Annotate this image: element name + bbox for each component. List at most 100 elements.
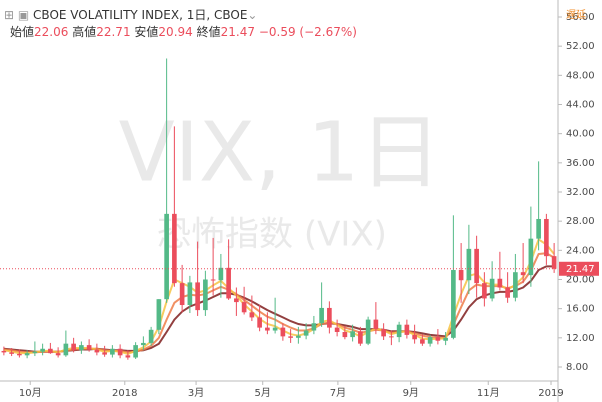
candle-body (48, 348, 53, 354)
candle-body (381, 329, 386, 337)
candle-body (148, 329, 154, 343)
symbol[interactable]: CBOE VOLATILITY INDEX, 1日, CBOE (33, 8, 248, 22)
y-tick-label: 44.00 (566, 99, 595, 110)
candle-body (435, 337, 441, 341)
candle-body (458, 270, 464, 281)
last-price-box (559, 261, 599, 276)
candle-body (412, 334, 417, 340)
candle-body (296, 335, 301, 338)
candle-body (63, 343, 69, 356)
candle-body (280, 327, 286, 337)
y-tick-label: 52.00 (566, 41, 595, 52)
moving-average (3, 265, 555, 353)
candle-body (489, 278, 495, 299)
y-tick-label: 36.00 (566, 158, 595, 169)
candle-body (520, 272, 526, 276)
y-tick-label: 24.00 (566, 245, 595, 256)
candle-body (249, 312, 255, 318)
candle-body (125, 355, 131, 358)
candle-body (9, 352, 14, 354)
candle-body (466, 248, 472, 281)
candle-body (451, 270, 456, 338)
y-tick-label: 12.00 (566, 333, 595, 344)
change: −0.59 (−2.67%) (258, 25, 357, 39)
candle-body (536, 218, 541, 239)
ohlc-label: 安値 (134, 25, 159, 39)
candle-body (218, 267, 224, 281)
candle-body (396, 324, 402, 338)
x-tick-label: 7月 (330, 387, 346, 399)
candle-body (365, 319, 371, 344)
watermark-sub: 恐怖指数 (VIX) (157, 215, 387, 255)
candle-body (110, 348, 115, 355)
ohlc-label: 始値 (10, 25, 35, 39)
y-tick-label: 40.00 (566, 129, 595, 140)
candle-body (156, 299, 162, 330)
candle-body (528, 238, 534, 276)
candle-body (272, 327, 278, 331)
ohlc: 始値22.06 高値22.71 安値20.94 終値21.47 −0.59 (−… (10, 23, 357, 40)
candle-body (117, 348, 123, 356)
candle-body (482, 283, 487, 299)
candle-body (551, 256, 557, 269)
ohlc-value: 20.94 (158, 25, 193, 39)
header-line: ⊞ ▣ CBOE VOLATILITY INDEX, 1日, CBOE⌄ (4, 6, 257, 23)
candle-body (86, 345, 92, 350)
y-tick-label: 16.00 (566, 304, 595, 315)
candle-body (389, 336, 394, 338)
ohlc-label: 終値 (196, 25, 221, 39)
candle-body (195, 282, 200, 311)
candle-body (342, 331, 348, 338)
candle-body (265, 327, 270, 331)
ohlc-value: 21.47 (220, 25, 255, 39)
candle-body (210, 279, 216, 281)
last-price-label: 21.47 (566, 264, 595, 275)
candle-body (187, 282, 193, 306)
candle-body (497, 278, 503, 288)
candle-body (427, 337, 433, 344)
candle-body (172, 213, 177, 284)
candle-body (373, 319, 379, 330)
y-tick-label: 56.00 (566, 12, 595, 23)
moving-average (3, 237, 555, 355)
candle-body (24, 353, 30, 356)
candle-body (420, 339, 425, 344)
ohlc-value: 22.71 (96, 25, 131, 39)
candle-body (288, 336, 293, 338)
candle-body (17, 353, 22, 356)
candle-body (179, 283, 185, 306)
moving-average (3, 252, 555, 354)
icons[interactable]: ⊞ ▣ (4, 8, 30, 22)
ohlc-label: 高値 (72, 25, 97, 39)
watermark: VIX, 1日 (119, 105, 442, 200)
candle-body (544, 218, 549, 257)
candle-body (164, 213, 169, 300)
x-tick-label: 9月 (403, 387, 419, 399)
candle-body (327, 307, 332, 328)
candle-body (303, 330, 309, 336)
y-tick-label: 20.00 (566, 274, 595, 285)
y-tick-label: 32.00 (566, 187, 595, 198)
delayed: 遅延 (566, 10, 586, 21)
y-tick-label: 48.00 (566, 70, 595, 81)
x-tick-label: 2019 (538, 388, 563, 399)
x-tick-label: 5月 (255, 387, 271, 399)
candle-body (102, 352, 107, 355)
candle-body (1, 350, 7, 353)
chevron[interactable]: ⌄ (247, 8, 258, 22)
candle-body (40, 348, 45, 352)
candle-body (94, 349, 100, 353)
candle-body (311, 323, 317, 331)
ohlc-value: 22.06 (34, 25, 69, 39)
candle-body (513, 272, 518, 298)
candle-body (505, 287, 510, 298)
candle-body (443, 337, 448, 341)
candle-body (358, 331, 363, 344)
candle-body (257, 317, 262, 328)
candle-body (79, 345, 84, 351)
candle-body (350, 331, 355, 338)
candle-body (71, 343, 76, 351)
candle-body (334, 327, 340, 332)
